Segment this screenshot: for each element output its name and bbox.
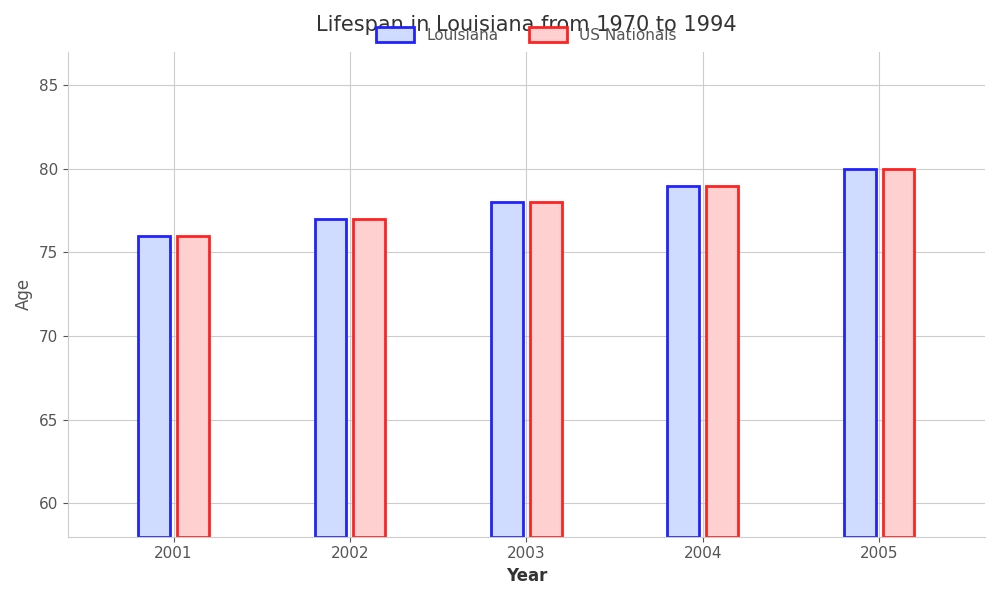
Y-axis label: Age: Age: [15, 278, 33, 310]
Bar: [138, 236, 170, 537]
Bar: [667, 185, 699, 537]
Bar: [353, 219, 385, 537]
Bar: [883, 169, 914, 537]
Title: Lifespan in Louisiana from 1970 to 1994: Lifespan in Louisiana from 1970 to 1994: [316, 15, 737, 35]
Bar: [844, 169, 876, 537]
Bar: [315, 219, 346, 537]
Bar: [706, 185, 738, 537]
Bar: [530, 202, 562, 537]
Bar: [177, 236, 209, 537]
Legend: Louisiana, US Nationals: Louisiana, US Nationals: [370, 20, 683, 49]
X-axis label: Year: Year: [506, 567, 547, 585]
Bar: [491, 202, 523, 537]
